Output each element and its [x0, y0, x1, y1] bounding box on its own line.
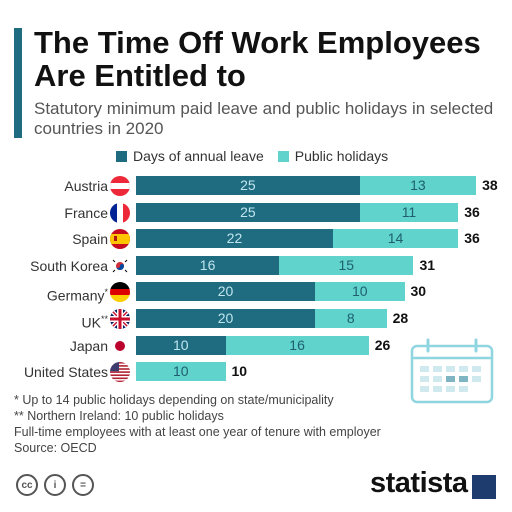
- category-label: UK**: [81, 314, 108, 331]
- legend-item-public-holidays: Public holidays: [277, 148, 389, 164]
- bar-annual-leave: [136, 176, 360, 195]
- no-derivatives-icon[interactable]: =: [72, 474, 94, 496]
- total-label: 38: [482, 177, 498, 193]
- title-accent-bar: [14, 28, 22, 138]
- bar-public-holidays: [136, 362, 226, 382]
- flag-uk-icon: [110, 309, 130, 329]
- statista-logo[interactable]: statista: [370, 467, 496, 500]
- data-label: 13: [410, 177, 426, 193]
- legend-label-annual-leave: Days of annual leave: [133, 148, 264, 164]
- flag-south-korea-icon: [110, 255, 130, 276]
- creative-commons-icon[interactable]: cc: [16, 474, 38, 496]
- bar-row: South Korea 16 15 31: [0, 255, 512, 276]
- chart-title: The Time Off Work Employees Are Entitled…: [34, 25, 481, 93]
- flag-france-icon: [110, 202, 130, 223]
- bar-row: Germany* 20 10 30: [0, 282, 512, 305]
- footnotes: * Up to 14 public holidays depending on …: [14, 392, 381, 456]
- legend: Days of annual leave Public holidays: [116, 148, 402, 164]
- bar-annual-leave: [136, 309, 315, 328]
- flag-germany-icon: [110, 282, 130, 303]
- flag-spain-icon: [110, 229, 130, 250]
- data-label: 20: [217, 283, 234, 300]
- source-note: Source: OECD: [14, 441, 97, 455]
- category-label: Germany*: [46, 287, 108, 305]
- category-label: Japan: [69, 337, 108, 354]
- bar-annual-leave: [136, 229, 333, 249]
- data-label: 10: [351, 283, 368, 300]
- chart-subtitle: Statutory minimum paid leave and public …: [34, 99, 494, 138]
- brand-name: statista: [370, 467, 468, 499]
- data-label: 20: [217, 310, 234, 326]
- bar-public-holidays: [225, 335, 369, 355]
- bar-public-holidays: [359, 176, 477, 195]
- data-label: 25: [240, 177, 256, 193]
- category-label: South Korea: [30, 257, 108, 274]
- legend-item-annual-leave: Days of annual leave: [116, 148, 264, 164]
- data-label: 11: [401, 203, 417, 220]
- bar-row: Japan 10 16 26: [0, 335, 512, 356]
- data-label: 25: [240, 203, 256, 220]
- data-label: 15: [338, 256, 355, 273]
- data-label: 14: [387, 230, 404, 247]
- bar-annual-leave: [136, 255, 280, 275]
- bar-public-holidays: [315, 282, 405, 302]
- bar-annual-leave: [136, 282, 315, 302]
- data-label: 8: [346, 310, 355, 326]
- total-label: 31: [419, 256, 436, 273]
- data-label: 16: [199, 256, 216, 273]
- bar-row: UK** 20 8 28: [0, 309, 512, 331]
- bar-annual-leave: [136, 335, 226, 355]
- stacked-bar-chart: Austria 25 13 38 France 25 11 36 Spain 22 14 36 Sout…: [0, 176, 512, 388]
- bar-public-holidays: [315, 309, 387, 328]
- bar-row: United States 10 10: [0, 362, 512, 383]
- data-label: 22: [226, 230, 243, 247]
- total-label: 30: [410, 283, 427, 300]
- category-label: United States: [23, 364, 108, 381]
- bar-public-holidays: [332, 229, 459, 249]
- data-label: 10: [172, 336, 189, 353]
- category-label: Spain: [72, 231, 108, 248]
- bar-public-holidays: [279, 255, 414, 275]
- legend-swatch-annual-leave: [116, 150, 127, 162]
- total-label: 28: [392, 310, 409, 326]
- legend-swatch-public-holidays: [277, 150, 289, 162]
- flag-japan-icon: [110, 335, 130, 356]
- calendar-icon: [410, 338, 494, 404]
- data-label: 16: [289, 336, 305, 353]
- total-label: 36: [464, 230, 480, 247]
- footnote-3: Full-time employees with at least one ye…: [14, 425, 381, 439]
- category-label: Austria: [64, 178, 108, 194]
- flag-austria-icon: [110, 176, 130, 196]
- bar-row: Spain 22 14 36: [0, 229, 512, 250]
- statista-mark-icon: [471, 474, 496, 499]
- data-label: 10: [172, 363, 189, 380]
- total-label: 36: [464, 203, 480, 220]
- attribution-icon[interactable]: i: [44, 474, 66, 496]
- bar-public-holidays: [359, 202, 459, 222]
- total-label: 10: [231, 363, 248, 380]
- bar-annual-leave: [136, 202, 360, 222]
- total-label: 26: [374, 336, 391, 353]
- category-label: France: [64, 204, 108, 221]
- bar-row: Austria 25 13 38: [0, 176, 512, 196]
- flag-united-states-icon: [110, 362, 130, 383]
- bar-row: France 25 11 36: [0, 202, 512, 223]
- legend-label-public-holidays: Public holidays: [294, 148, 389, 164]
- footnote-1: * Up to 14 public holidays depending on …: [14, 393, 334, 407]
- license-icons: cc i =: [16, 474, 100, 496]
- footnote-2: ** Northern Ireland: 10 public holidays: [14, 409, 224, 423]
